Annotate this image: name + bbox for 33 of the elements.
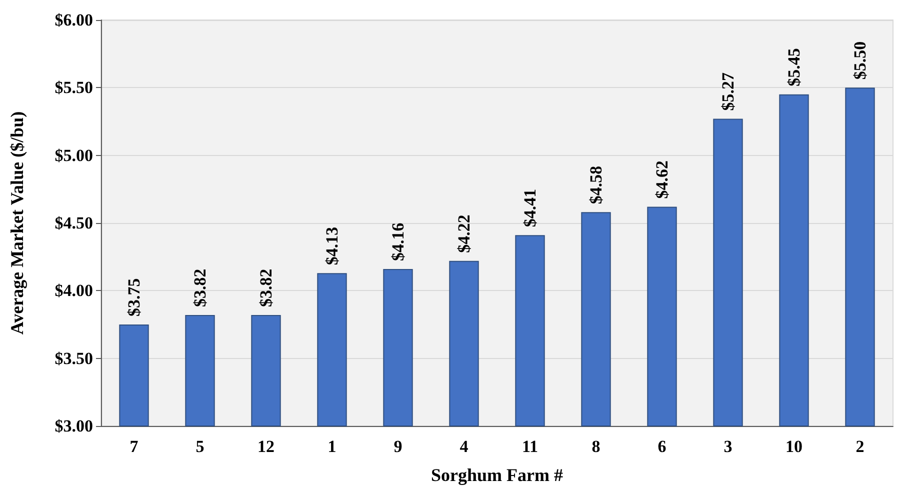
data-label: $5.27 — [718, 72, 738, 111]
data-label: $3.75 — [124, 278, 144, 316]
data-label: $5.45 — [784, 48, 804, 86]
y-tick-label: $6.00 — [54, 10, 93, 30]
data-label: $4.41 — [520, 188, 540, 228]
data-label: $3.82 — [256, 268, 276, 308]
x-tick-label: 11 — [522, 437, 538, 456]
x-axis-title: Sorghum Farm # — [431, 465, 563, 485]
y-tick-label: $5.00 — [54, 146, 93, 165]
y-axis-title: Average Market Value ($/bu) — [7, 111, 27, 335]
x-tick-label: 6 — [658, 437, 666, 456]
x-tick-label: 3 — [724, 437, 732, 456]
x-tick-label: 7 — [130, 437, 139, 456]
data-label: $4.22 — [454, 214, 474, 253]
data-label: $3.82 — [190, 268, 210, 308]
x-tick-label: 9 — [394, 437, 402, 456]
x-tick-label: 12 — [258, 437, 274, 456]
x-tick-label: 4 — [460, 437, 469, 456]
y-tick-label: $4.00 — [54, 281, 93, 300]
y-tick-label: $3.50 — [54, 348, 93, 368]
x-tick-label: 10 — [786, 437, 802, 456]
y-tick-label: $3.00 — [54, 416, 93, 436]
x-tick-label: 1 — [328, 437, 336, 456]
data-label: $5.50 — [850, 41, 870, 80]
data-label: $4.13 — [322, 226, 342, 266]
data-label: $4.62 — [652, 160, 672, 199]
x-tick-label: 8 — [592, 437, 600, 456]
x-tick-label: 5 — [196, 437, 204, 456]
x-tick-label: 2 — [856, 437, 864, 456]
y-tick-label: $4.50 — [54, 214, 93, 232]
y-tick-label: $5.50 — [54, 78, 93, 98]
data-label: $4.16 — [388, 222, 408, 262]
data-label: $4.58 — [586, 166, 606, 204]
